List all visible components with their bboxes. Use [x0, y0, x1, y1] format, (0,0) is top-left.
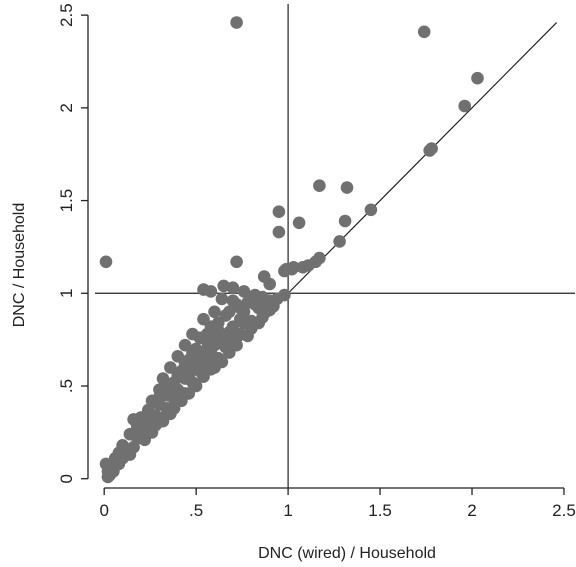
data-point [182, 368, 196, 382]
data-point [272, 225, 286, 239]
data-point [364, 203, 378, 217]
axes: 0 .5 1 1.5 2 2.5 0 .5 1 1.5 2 2.5 [57, 3, 576, 520]
data-point [204, 346, 218, 359]
x-tick-label: 0 [99, 501, 108, 520]
data-point [226, 320, 240, 334]
y-tick-label: 0 [57, 474, 76, 483]
y-tick-label: 1.5 [57, 189, 76, 213]
data-point [338, 214, 352, 228]
data-point [193, 357, 207, 371]
data-point [278, 288, 291, 302]
data-point [237, 285, 251, 298]
data-point [211, 316, 225, 330]
data-point [226, 281, 240, 295]
data-point [99, 255, 113, 269]
data-point [333, 235, 346, 248]
data-point [252, 316, 265, 330]
data-point [272, 205, 286, 218]
data-point [204, 285, 218, 298]
data-point [215, 335, 229, 348]
data-point [234, 301, 247, 315]
data-point [215, 292, 229, 306]
data-point [230, 255, 243, 269]
x-tick-label: 2.5 [552, 501, 576, 520]
data-point [292, 216, 306, 230]
data-point [103, 468, 116, 482]
data-point [123, 448, 137, 461]
y-tick-label: 1 [57, 289, 76, 298]
data-point [153, 390, 166, 404]
data-point [182, 353, 196, 367]
data-point [423, 144, 437, 157]
data-point [285, 262, 299, 276]
data-point [313, 251, 326, 265]
x-tick-label: 2 [467, 501, 476, 520]
data-point [340, 181, 354, 194]
data-point [237, 316, 251, 330]
data-point [226, 331, 240, 345]
data-point [263, 277, 277, 291]
x-tick-label: .5 [189, 501, 203, 520]
data-point [197, 370, 210, 384]
data-point [156, 414, 170, 428]
x-axis-title: DNC (wired) / Household [258, 545, 436, 562]
data-point [175, 392, 188, 406]
data-point [189, 342, 203, 356]
data-point [245, 294, 258, 308]
data-point [230, 16, 243, 29]
y-tick-label: 2 [57, 103, 76, 112]
y-tick-label: 2.5 [57, 3, 76, 27]
data-points [99, 16, 484, 484]
data-point [471, 71, 484, 85]
data-point [417, 25, 431, 39]
data-point [259, 296, 273, 309]
y-tick-label: .5 [57, 379, 76, 393]
data-point [208, 305, 221, 319]
data-point [241, 329, 254, 343]
data-point [208, 361, 221, 374]
data-point [313, 179, 326, 192]
data-point [200, 327, 214, 341]
data-point [223, 305, 236, 319]
x-tick-label: 1.5 [368, 501, 392, 520]
data-point [138, 433, 151, 447]
y-axis-title: DNC / Household [11, 203, 28, 328]
data-point [458, 99, 472, 113]
x-tick-label: 1 [283, 501, 292, 520]
data-point [223, 346, 236, 359]
